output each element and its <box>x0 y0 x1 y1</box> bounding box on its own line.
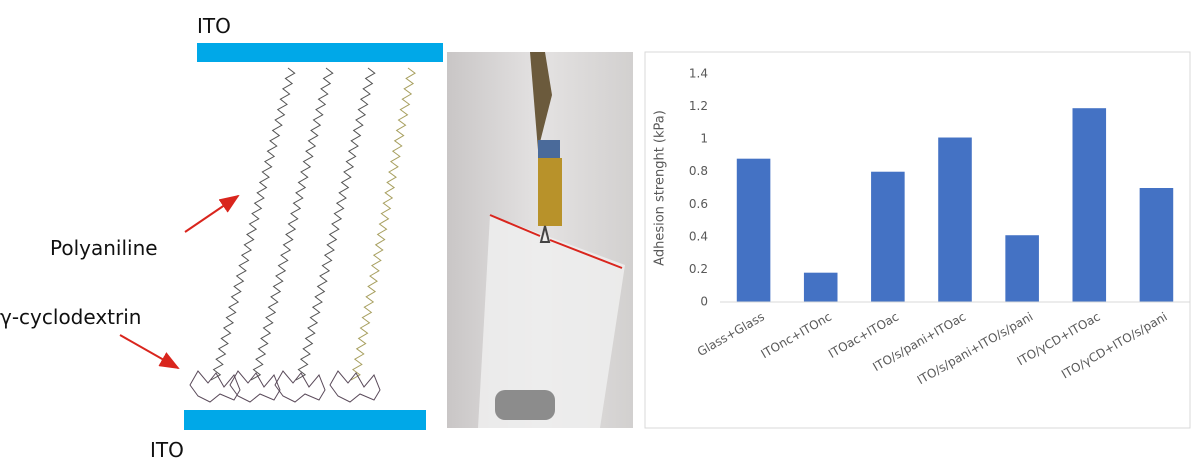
cyclodextrin <box>329 370 381 403</box>
cyclodextrin <box>189 370 241 403</box>
bar <box>871 171 905 302</box>
bar <box>736 158 771 302</box>
bar <box>1072 108 1107 302</box>
arrow <box>119 334 180 369</box>
y-tick-label: 0.2 <box>689 262 708 276</box>
top-ito-label: ITO <box>197 14 231 38</box>
polymer-chain <box>250 67 334 381</box>
bar <box>1005 235 1039 302</box>
cyclodextrin <box>274 370 326 403</box>
y-tick-label: 0.4 <box>689 229 708 243</box>
polymer-chain <box>210 67 296 381</box>
chart: 0 0.2 0.4 0.6 0.8 1 1.2 1.4 Glass+GlassITOnc+ITO… <box>689 67 1190 388</box>
y-tick-label: 0.8 <box>689 164 708 178</box>
y-tick-label: 1 <box>700 132 708 146</box>
x-tick-label: ITO/s/pani+ITO/s/pani <box>915 310 1036 388</box>
bottom-ito-bar <box>184 410 426 430</box>
diagram: ITO ITO Polyaniline γ-cyclodextrin <box>0 14 443 462</box>
y-tick-label: 1.4 <box>689 67 708 81</box>
bar <box>1139 188 1174 302</box>
y-tick-label: 1.2 <box>689 99 708 113</box>
top-ito-bar <box>197 43 443 62</box>
y-tick-label: 0.6 <box>689 197 708 211</box>
y-tick-label: 0 <box>700 295 708 309</box>
chart-frame <box>644 51 1191 429</box>
cyclodextrin <box>229 370 281 403</box>
bottom-ito-label: ITO <box>150 438 184 462</box>
arrow <box>184 194 240 233</box>
bar <box>803 272 838 302</box>
polymer-chain <box>350 67 416 381</box>
y-axis-title: Adhesion strenght (kPa) <box>653 110 668 266</box>
photo <box>447 52 633 428</box>
polymer-chain <box>295 67 376 381</box>
cyclodextrin-label: γ-cyclodextrin <box>0 305 141 329</box>
x-tick-label: ITOnc+ITOnc <box>758 310 833 362</box>
polymer-label: Polyaniline <box>50 236 158 260</box>
x-tick-label: Glass+Glass <box>695 310 767 360</box>
bar <box>938 137 972 302</box>
